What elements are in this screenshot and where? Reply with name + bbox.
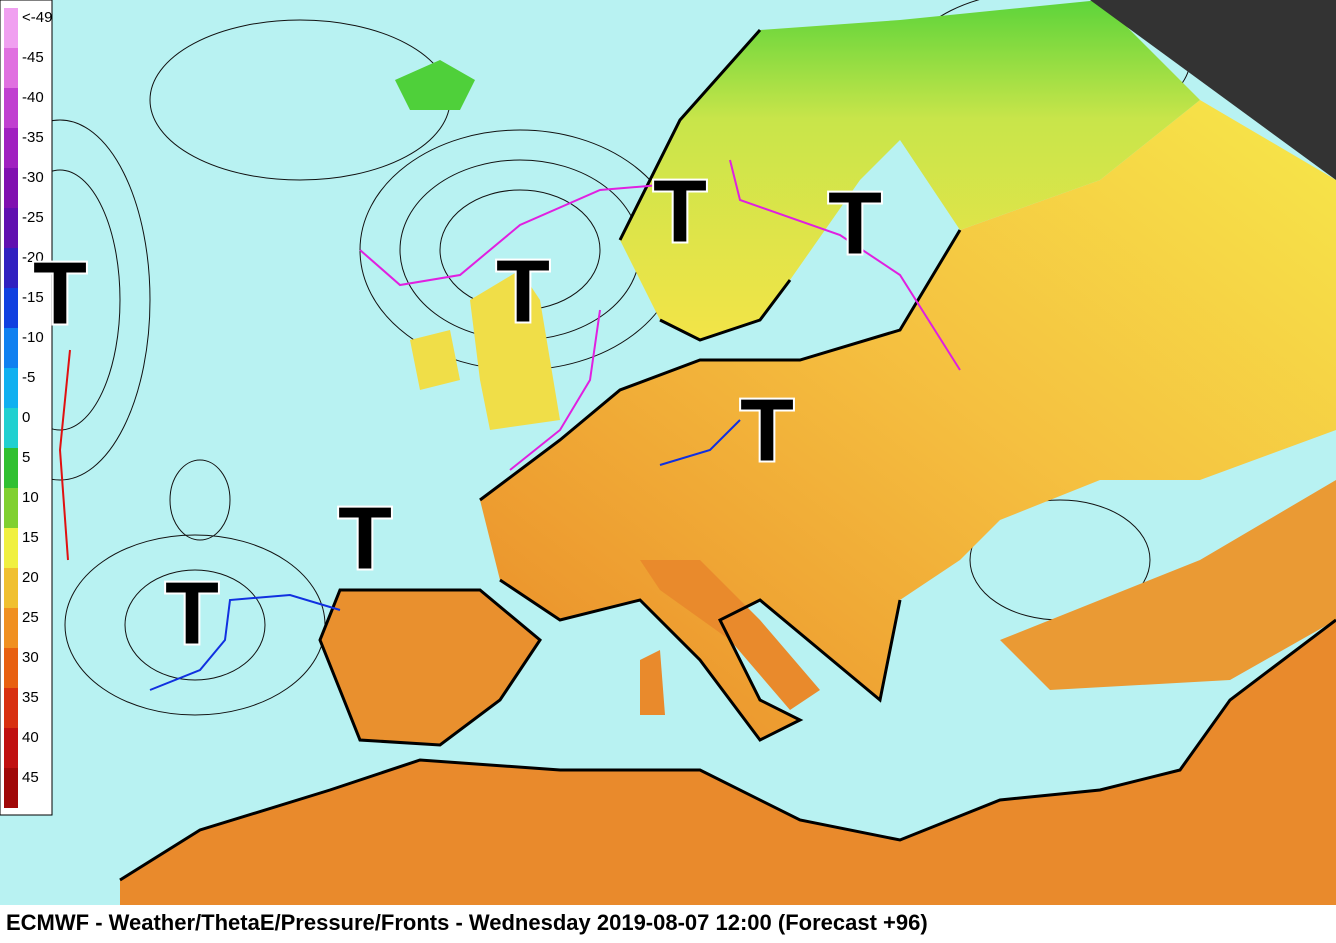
legend-label: -45 xyxy=(22,49,44,66)
legend-swatch xyxy=(4,688,18,728)
legend-label: -40 xyxy=(22,89,44,106)
legend-label: 45 xyxy=(22,769,39,786)
legend-swatch xyxy=(4,328,18,368)
legend-swatch xyxy=(4,608,18,648)
legend-swatch xyxy=(4,168,18,208)
legend-label: -10 xyxy=(22,329,44,346)
legend-swatch xyxy=(4,728,18,768)
borders xyxy=(119,29,1336,882)
legend-swatch xyxy=(4,248,18,288)
legend-swatch xyxy=(4,88,18,128)
legend-swatch xyxy=(4,8,18,48)
low-marker: T xyxy=(338,488,392,587)
legend-label: -35 xyxy=(22,129,44,146)
legend-label: -5 xyxy=(22,369,35,386)
legend-swatch xyxy=(4,408,18,448)
legend-label: -15 xyxy=(22,289,44,306)
fronts xyxy=(58,159,961,691)
legend-label: 30 xyxy=(22,649,39,666)
legend-swatch xyxy=(4,128,18,168)
legend-label: 35 xyxy=(22,689,39,706)
low-marker: T xyxy=(828,173,882,272)
low-marker: T xyxy=(653,161,707,260)
legend-label: 0 xyxy=(22,409,30,426)
footer-bar xyxy=(0,905,1336,943)
legend-label: 5 xyxy=(22,449,30,466)
legend-label: -20 xyxy=(22,249,44,266)
legend-swatch xyxy=(4,768,18,808)
legend-swatch xyxy=(4,368,18,408)
low-marker: T xyxy=(165,563,219,662)
legend-swatch xyxy=(4,48,18,88)
legend-swatch xyxy=(4,528,18,568)
legend-swatch xyxy=(4,208,18,248)
land xyxy=(120,0,1336,905)
legend-label: 20 xyxy=(22,569,39,586)
legend-swatch xyxy=(4,488,18,528)
legend-swatch xyxy=(4,648,18,688)
legend: <-49 -45 -40 -35 -30 -25 -20 -15 -10 -5 0 5 10 15 20 25… xyxy=(4,8,52,808)
legend-swatch xyxy=(4,288,18,328)
legend-label: -30 xyxy=(22,169,44,186)
legend-swatch xyxy=(4,448,18,488)
footer-title: ECMWF - Weather/ThetaE/Pressure/Fronts -… xyxy=(6,910,928,935)
legend-label: -25 xyxy=(22,209,44,226)
legend-label: <-49 xyxy=(22,9,52,26)
legend-label: 15 xyxy=(22,529,39,546)
low-markers: T T T T T T T xyxy=(31,159,884,664)
low-marker: T xyxy=(496,241,550,340)
low-marker: T xyxy=(33,243,87,342)
legend-label: 40 xyxy=(22,729,39,746)
legend-swatch xyxy=(4,568,18,608)
low-marker: T xyxy=(740,380,794,479)
legend-label: 10 xyxy=(22,489,39,506)
legend-label: 25 xyxy=(22,609,39,626)
